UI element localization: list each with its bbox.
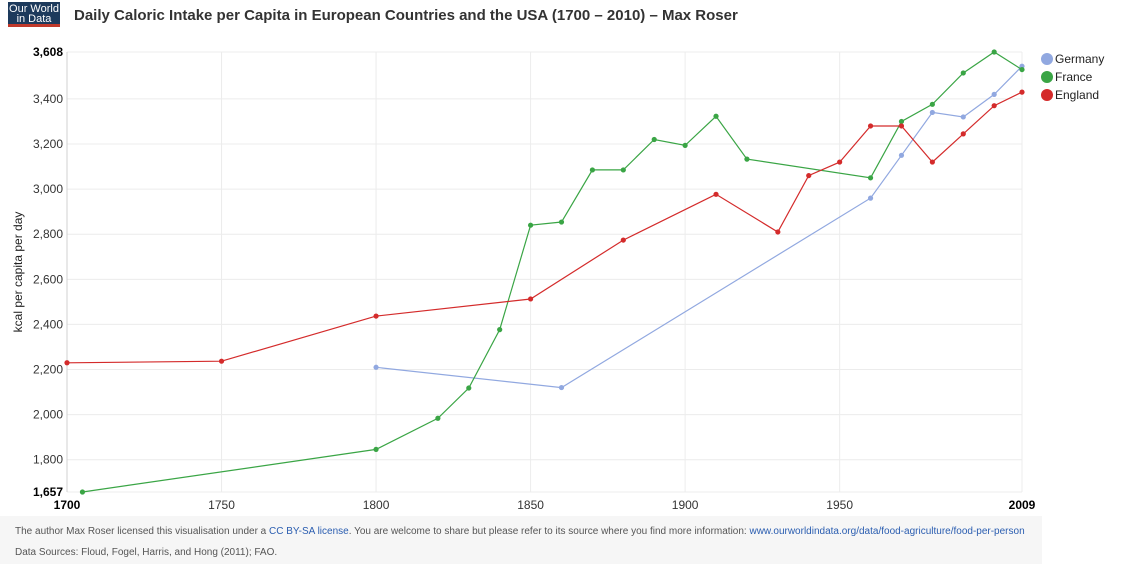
data-point-france[interactable] [435,415,441,421]
y-axis-label: kcal per capita per day [11,212,25,333]
x-tick-label: 1850 [517,498,544,512]
data-point-england[interactable] [1019,89,1025,95]
data-point-germany[interactable] [960,114,966,120]
y-tick-label: 2,600 [33,272,63,286]
x-tick-label: 2009 [1009,498,1036,512]
chart-title: Daily Caloric Intake per Capita in Europ… [74,7,738,24]
data-point-france[interactable] [373,446,379,452]
license-mid: . You are welcome to share but please re… [348,526,750,537]
data-point-england[interactable] [620,237,626,243]
logo-line-2: in Data [16,13,52,25]
data-point-france[interactable] [527,222,534,228]
data-point-germany[interactable] [898,152,905,158]
legend-label: Germany [1055,52,1105,66]
legend-swatch [1041,53,1053,65]
legend-item-germany[interactable]: Germany [1041,52,1104,66]
source-link[interactable]: www.ourworldindata.org/data/food-agricul… [749,526,1025,537]
license-text: The author Max Roser licensed this visua… [15,526,1025,537]
data-point-france[interactable] [682,142,688,148]
data-point-france[interactable] [620,167,626,173]
x-tick-label: 1900 [672,498,699,512]
data-point-france[interactable] [558,219,565,225]
axis-layer: 1,657 1,800 2,000 2,200 2,400 2,600 2,800 3,000… [11,45,1036,512]
data-point-england[interactable] [218,358,225,364]
y-tick-label: 3,400 [33,92,63,106]
grid-layer [66,51,1023,493]
series-layer [64,49,1025,495]
legend-swatch [1041,71,1053,83]
data-point-france[interactable] [744,156,750,162]
data-point-england[interactable] [373,313,379,319]
data-point-england[interactable] [991,103,997,109]
data-point-france[interactable] [79,489,86,495]
data-point-france[interactable] [929,101,935,107]
data-point-germany[interactable] [991,91,997,97]
data-point-france[interactable] [651,136,657,143]
data-point-france[interactable] [589,167,596,173]
data-point-germany[interactable] [867,195,874,201]
logo-line-1: Our World [9,3,59,15]
legend-label: France [1055,70,1093,84]
data-point-germany[interactable] [558,384,565,391]
x-tick-label: 1750 [208,498,235,512]
legend-swatch [1041,89,1053,101]
x-tick-label: 1700 [54,498,81,512]
license-link[interactable]: CC BY-SA license [269,526,349,537]
data-point-france[interactable] [713,113,719,119]
data-point-england[interactable] [64,360,70,366]
data-point-england[interactable] [898,123,905,129]
series-line-germany [376,65,1023,389]
data-point-england[interactable] [806,172,812,179]
y-tick-label: 2,200 [33,363,63,377]
y-tick-label: 2,800 [33,227,63,241]
y-tick-label: 3,200 [33,137,63,151]
series-line-england [66,91,1023,364]
data-point-england[interactable] [837,159,843,165]
data-point-germany[interactable] [929,109,935,116]
data-point-france[interactable] [867,175,874,181]
x-tick-label: 1800 [363,498,390,512]
data-point-france[interactable] [898,118,905,125]
y-tick-label: 1,800 [33,453,63,467]
series-line-france [82,51,1023,493]
license-prefix: The author Max Roser licensed this visua… [15,526,270,537]
footer: The author Max Roser licensed this visua… [0,516,1042,564]
y-tick-label: 3,608 [33,45,63,59]
x-tick-label: 1950 [826,498,853,512]
legend-item-england[interactable]: England [1041,88,1099,102]
y-tick-label: 2,000 [33,408,63,422]
data-point-france[interactable] [466,385,472,391]
data-point-france[interactable] [991,49,997,55]
data-point-france[interactable] [960,70,966,76]
our-world-in-data-logo: Our World in Data [8,2,60,27]
data-point-england[interactable] [527,296,534,302]
legend-item-france[interactable]: France [1041,70,1092,84]
data-point-england[interactable] [929,159,935,165]
data-point-england[interactable] [960,131,966,137]
data-point-france[interactable] [497,327,503,333]
data-point-england[interactable] [713,191,719,197]
data-sources: Data Sources: Floud, Fogel, Harris, and … [15,547,278,558]
y-tick-label: 1,657 [33,485,63,499]
data-point-france[interactable] [1019,66,1025,73]
legend-label: England [1055,88,1100,102]
y-tick-label: 2,400 [33,317,63,331]
chart-svg: 1,657 1,800 2,000 2,200 2,400 2,600 2,800 3,000… [11,45,1036,512]
data-point-england[interactable] [775,229,781,235]
data-point-england[interactable] [867,123,874,129]
data-point-germany[interactable] [373,364,379,370]
y-tick-label: 3,000 [33,182,63,196]
